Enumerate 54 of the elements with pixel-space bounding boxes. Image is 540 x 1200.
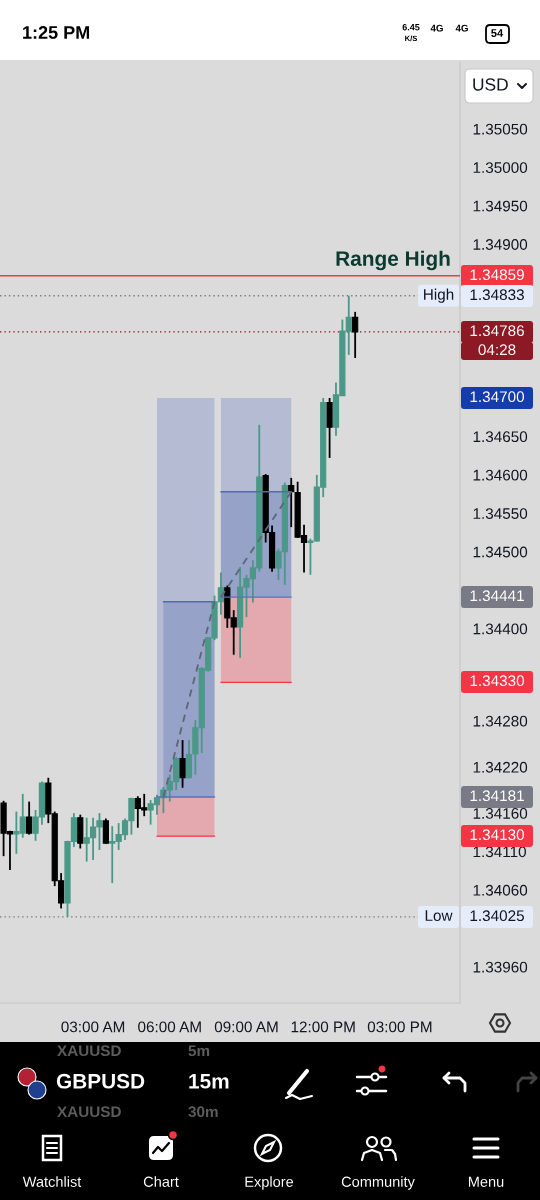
y-tick-label: 1.34600 (473, 469, 528, 481)
y-tick-label: 1.34950 (473, 200, 528, 212)
ref-line-label: High (424, 288, 454, 303)
text: 1.34700 (470, 391, 525, 403)
x-tick-label: 12:00 PM (291, 1021, 355, 1033)
text: GBPUSD (56, 1073, 145, 1089)
y-tick-label: 1.34400 (473, 623, 528, 635)
y-tick-label: 1.34650 (473, 431, 528, 443)
text: USD (473, 78, 508, 91)
text: Community (341, 1176, 415, 1190)
y-tick-label: 1.33960 (473, 961, 528, 973)
y-tick-label: 1.35050 (473, 123, 528, 135)
y-tick-label: 1.34220 (473, 761, 528, 773)
text: XAUUSD (57, 1106, 121, 1118)
candlestick (102, 817, 109, 845)
text: 54 (491, 29, 504, 37)
text: 1.34181 (470, 790, 524, 802)
candlestick (26, 800, 33, 836)
text: Menu (468, 1176, 504, 1187)
text: 1.34441 (470, 590, 524, 602)
text: 4G (455, 24, 468, 32)
candlestick (179, 739, 186, 789)
annotation: Range High (336, 250, 450, 271)
text: 1.34130 (470, 829, 525, 841)
text: Watchlist (22, 1176, 82, 1187)
text: XAUUSD (57, 1045, 121, 1057)
y-tick-label: 1.34500 (473, 546, 528, 558)
candlestick (352, 310, 359, 359)
text: 30m (188, 1106, 218, 1118)
text: 04:28 (478, 344, 516, 356)
text: 1.34833 (470, 289, 524, 301)
y-tick-label: 1.34280 (473, 715, 528, 727)
y-tick-label: 1.34550 (473, 508, 528, 519)
text: Explore (245, 1176, 294, 1190)
text: 1.34859 (470, 269, 524, 281)
x-tick-label: 09:00 AM (214, 1021, 278, 1033)
text: 5m (188, 1045, 210, 1057)
text: 6.45 (402, 24, 420, 31)
x-tick-label: 03:00 PM (367, 1021, 432, 1033)
text: Chart (143, 1176, 179, 1187)
x-tick-label: 06:00 AM (138, 1021, 201, 1033)
text: 4G (430, 24, 443, 32)
text: 1.34786 (470, 325, 524, 337)
text: 15m (189, 1074, 229, 1089)
y-tick-label: 1.34160 (473, 807, 528, 819)
text: 1:25 PM (23, 26, 90, 39)
y-tick-label: 1.35000 (473, 162, 528, 174)
y-tick-label: 1.34110 (473, 846, 526, 858)
y-tick-label: 1.34060 (473, 884, 528, 896)
text: 1.34025 (470, 910, 524, 922)
y-tick-label: 1.34900 (473, 239, 528, 250)
ref-line-label: Low (425, 910, 453, 921)
text: 1.34330 (470, 675, 525, 687)
x-tick-label: 03:00 AM (61, 1021, 125, 1033)
